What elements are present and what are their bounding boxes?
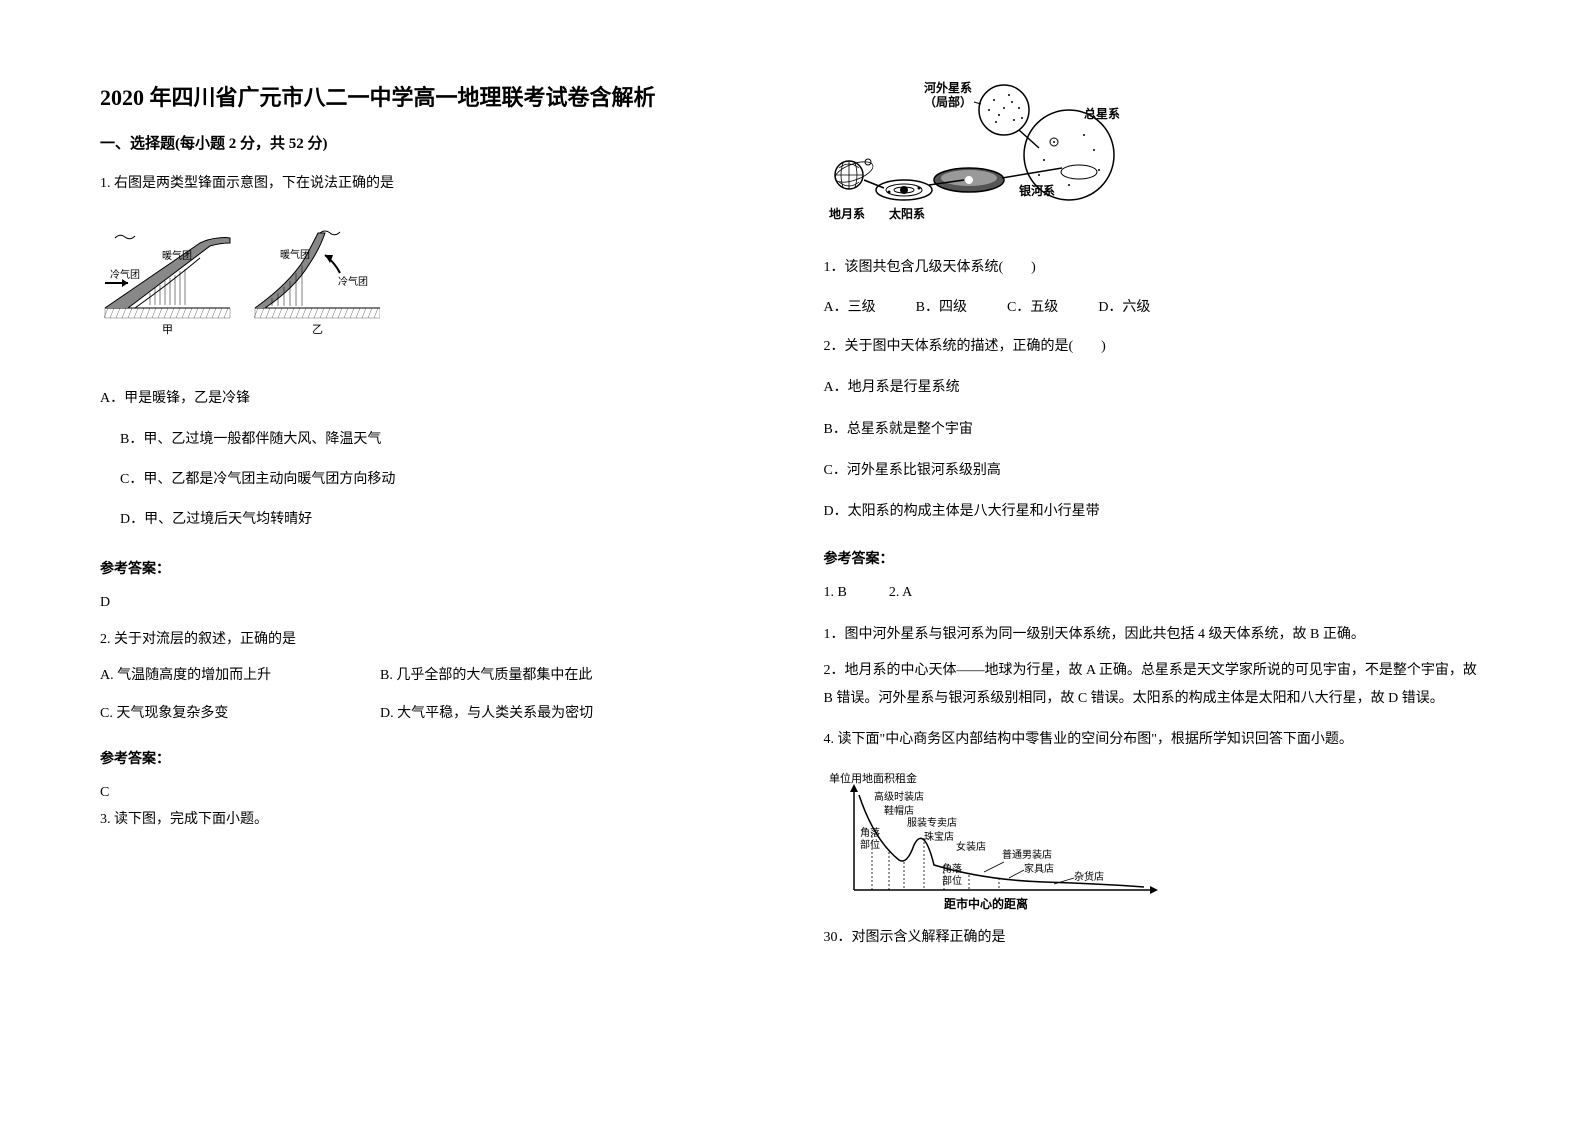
q3-fig-zong: 总星系 (1084, 106, 1120, 121)
q4-fig-jiaoluo2: 角落 (942, 863, 962, 875)
q4-fig-fuzhuang: 服装专卖店 (907, 816, 957, 829)
q3-figure: 河外星系 （局部） 总星系 银河系 (824, 80, 1488, 230)
q1-answer-label: 参考答案： (100, 558, 764, 578)
q2-optA: A. 气温随高度的增加而上升 (100, 664, 380, 684)
q1-fig-cold-left: 冷气团 (110, 268, 140, 281)
q1-fig-cold-right: 冷气团 (338, 275, 368, 288)
q4-fig-xlabel: 距市中心的距离 (944, 896, 1028, 911)
q3-fig-diyue: 地月系 (829, 206, 865, 221)
q4-fig-jiaju: 家具店 (1024, 862, 1054, 875)
q2-answer: C (100, 780, 764, 805)
q2-answer-label: 参考答案： (100, 748, 764, 768)
q3-sub1-stem: 1．该图共包含几级天体系统( ) (824, 255, 1488, 280)
q3-sub2-stem: 2．关于图中天体系统的描述，正确的是( ) (824, 334, 1488, 359)
q1-fig-jia: 甲 (162, 324, 173, 336)
q3-answers: 1. B 2. A (824, 580, 1488, 605)
q1-fig-warm-right: 暖气团 (280, 248, 310, 261)
q2-optD: D. 大气平稳，与人类关系最为密切 (380, 702, 593, 722)
page-title: 2020 年四川省广元市八二一中学高一地理联考试卷含解析 (100, 80, 764, 112)
q1-optA: A．甲是暖锋，乙是冷锋 (100, 388, 764, 410)
q3-answer-label: 参考答案： (824, 548, 1488, 568)
q3-sub1-optB: B．四级 (916, 296, 967, 316)
q4-fig-ylabel: 单位用地面积租金 (829, 771, 917, 785)
q3-fig-taiyang: 太阳系 (889, 206, 925, 221)
q3-sub1-optC: C．五级 (1007, 296, 1058, 316)
q3-sub2-optB: B．总星系就是整个宇宙 (824, 417, 1488, 442)
q3-exp2: 2．地月系的中心天体——地球为行星，故 A 正确。总星系是天文学家所说的可见宇宙… (824, 657, 1488, 713)
q4-figure: 单位用地面积租金 高级时装店 鞋帽店 角落 部位 服装专卖店 (824, 770, 1488, 920)
q4-fig-xiemao: 鞋帽店 (884, 804, 914, 817)
q4-fig-buwei2: 部位 (942, 874, 962, 887)
q3-sub1-optA: A．三级 (824, 296, 876, 316)
q1-fig-yi: 乙 (312, 323, 323, 336)
q4-fig-jiaoluo1: 角落 (860, 827, 880, 839)
q4-fig-buwei1: 部位 (860, 838, 880, 851)
q3-sub2-optC: C．河外星系比银河系级别高 (824, 458, 1488, 483)
q3-stem: 3. 读下图，完成下面小题。 (100, 807, 764, 832)
q3-sub1-options: A．三级 B．四级 C．五级 D．六级 (824, 296, 1488, 316)
q4-fig-putong: 普通男装店 (1002, 848, 1052, 861)
q1-answer: D (100, 590, 764, 615)
q2-stem: 2. 关于对流层的叙述，正确的是 (100, 627, 764, 652)
q3-sub2-optA: A．地月系是行星系统 (824, 375, 1488, 400)
q3-sub2-optD: D．太阳系的构成主体是八大行星和小行星带 (824, 499, 1488, 524)
q4-fig-gaoji: 高级时装店 (874, 790, 924, 803)
q3-fig-hewai: 河外星系 (923, 80, 972, 95)
q3-sub1-optD: D．六级 (1098, 296, 1150, 316)
q1-figure: 冷气团 暖气团 甲 暖气团 冷气团 乙 (100, 223, 764, 363)
q1-fig-warm-left: 暖气团 (162, 249, 192, 262)
q4-fig-zahuo: 杂货店 (1074, 870, 1104, 883)
q1-optC: C．甲、乙都是冷气团主动向暖气团方向移动 (120, 469, 764, 491)
q3-fig-jubu: （局部） (924, 94, 972, 109)
q4-fig-nvzhuang: 女装店 (956, 840, 986, 853)
q1-optD: D．甲、乙过境后天气均转晴好 (120, 509, 764, 531)
q2-optB: B. 几乎全部的大气质量都集中在此 (380, 664, 592, 684)
q4-fig-zhubao: 珠宝店 (924, 830, 954, 843)
left-column: 2020 年四川省广元市八二一中学高一地理联考试卷含解析 一、选择题(每小题 2… (100, 80, 764, 1042)
q3-fig-yinhe: 银河系 (1019, 183, 1055, 198)
q4-stem: 4. 读下面"中心商务区内部结构中零售业的空间分布图"，根据所学知识回答下面小题… (824, 727, 1488, 752)
q4-sub30: 30．对图示含义解释正确的是 (824, 925, 1488, 950)
q3-exp1: 1．图中河外星系与银河系为同一级别天体系统，因此共包括 4 级天体系统，故 B … (824, 621, 1488, 649)
section-header: 一、选择题(每小题 2 分，共 52 分) (100, 132, 764, 153)
q1-optB: B．甲、乙过境一般都伴随大风、降温天气 (120, 429, 764, 451)
q2-optC: C. 天气现象复杂多变 (100, 702, 380, 722)
q1-stem: 1. 右图是两类型锋面示意图，下在说法正确的是 (100, 171, 764, 196)
right-column: 河外星系 （局部） 总星系 银河系 (824, 80, 1488, 1042)
